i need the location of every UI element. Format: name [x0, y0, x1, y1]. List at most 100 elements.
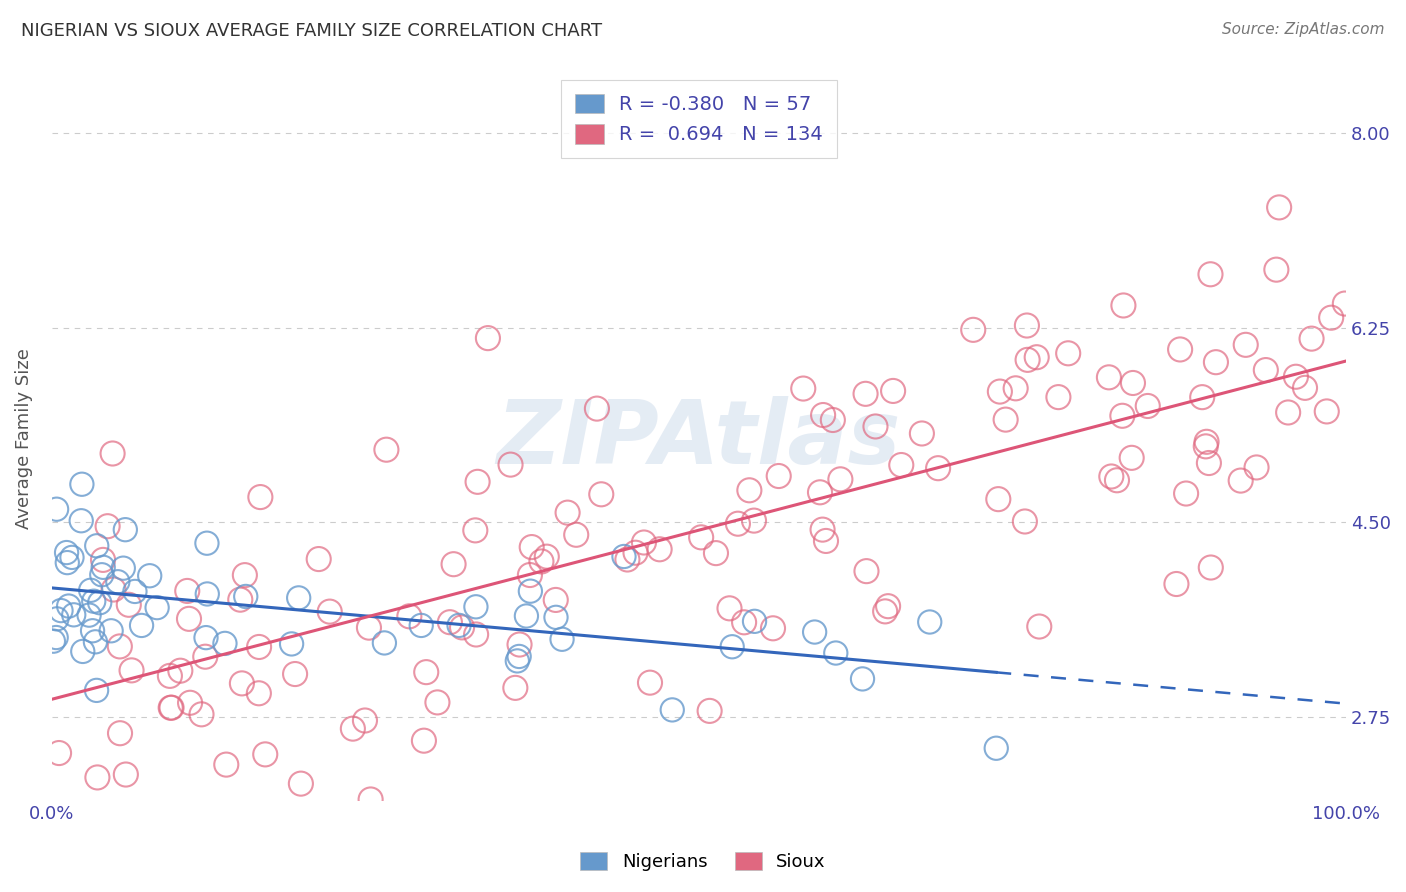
Point: [195, 631, 218, 645]
Point: [235, 590, 257, 604]
Point: [284, 667, 307, 681]
Point: [565, 528, 588, 542]
Point: [1166, 577, 1188, 591]
Point: [1015, 318, 1038, 333]
Point: [70, 514, 93, 528]
Point: [519, 568, 541, 582]
Point: [536, 549, 558, 564]
Point: [169, 664, 191, 678]
Point: [890, 458, 912, 472]
Point: [1099, 469, 1122, 483]
Point: [718, 601, 741, 615]
Point: [987, 492, 1010, 507]
Point: [89, 596, 111, 610]
Point: [79, 583, 101, 598]
Point: [107, 574, 129, 589]
Point: [83, 594, 105, 608]
Point: [77, 608, 100, 623]
Point: [319, 605, 342, 619]
Point: [733, 615, 755, 630]
Point: [45, 502, 67, 516]
Point: [1057, 346, 1080, 360]
Point: [160, 700, 183, 714]
Point: [375, 442, 398, 457]
Point: [398, 609, 420, 624]
Point: [231, 676, 253, 690]
Point: [1246, 460, 1268, 475]
Point: [100, 624, 122, 638]
Point: [742, 514, 765, 528]
Point: [1268, 201, 1291, 215]
Point: [97, 519, 120, 533]
Point: [70, 477, 93, 491]
Point: [808, 485, 831, 500]
Point: [1098, 370, 1121, 384]
Point: [159, 669, 181, 683]
Point: [55, 545, 77, 559]
Point: [986, 741, 1008, 756]
Point: [112, 561, 135, 575]
Point: [194, 649, 217, 664]
Point: [1294, 381, 1316, 395]
Point: [988, 384, 1011, 399]
Point: [508, 649, 530, 664]
Point: [586, 401, 609, 416]
Point: [287, 591, 309, 605]
Point: [1205, 355, 1227, 369]
Point: [49, 604, 72, 618]
Point: [624, 546, 647, 560]
Point: [661, 703, 683, 717]
Point: [465, 627, 488, 641]
Point: [451, 620, 474, 634]
Point: [439, 615, 461, 630]
Point: [499, 458, 522, 472]
Point: [1014, 515, 1036, 529]
Point: [195, 536, 218, 550]
Point: [360, 792, 382, 806]
Point: [103, 582, 125, 597]
Point: [45, 631, 67, 645]
Point: [108, 726, 131, 740]
Point: [1195, 439, 1218, 453]
Point: [877, 599, 900, 614]
Point: [803, 625, 825, 640]
Text: Source: ZipAtlas.com: Source: ZipAtlas.com: [1222, 22, 1385, 37]
Point: [1191, 390, 1213, 404]
Point: [551, 632, 574, 647]
Point: [179, 696, 201, 710]
Point: [1175, 486, 1198, 500]
Point: [1199, 560, 1222, 574]
Point: [131, 618, 153, 632]
Point: [72, 644, 94, 658]
Point: [91, 560, 114, 574]
Point: [830, 472, 852, 486]
Point: [744, 615, 766, 629]
Point: [591, 487, 613, 501]
Point: [464, 524, 486, 538]
Point: [290, 777, 312, 791]
Point: [811, 408, 834, 422]
Point: [229, 592, 252, 607]
Point: [118, 598, 141, 612]
Point: [918, 615, 941, 629]
Point: [1195, 434, 1218, 449]
Point: [865, 419, 887, 434]
Point: [42, 634, 65, 648]
Point: [357, 621, 380, 635]
Point: [962, 323, 984, 337]
Point: [1277, 405, 1299, 419]
Point: [121, 664, 143, 678]
Point: [477, 331, 499, 345]
Point: [1254, 363, 1277, 377]
Point: [1334, 296, 1357, 310]
Point: [690, 530, 713, 544]
Point: [1105, 473, 1128, 487]
Legend: Nigerians, Sioux: Nigerians, Sioux: [574, 845, 832, 879]
Point: [1121, 450, 1143, 465]
Point: [308, 552, 330, 566]
Point: [1265, 262, 1288, 277]
Point: [515, 609, 537, 624]
Legend: R = -0.380   N = 57, R =  0.694   N = 134: R = -0.380 N = 57, R = 0.694 N = 134: [561, 80, 837, 158]
Point: [114, 523, 136, 537]
Point: [699, 704, 721, 718]
